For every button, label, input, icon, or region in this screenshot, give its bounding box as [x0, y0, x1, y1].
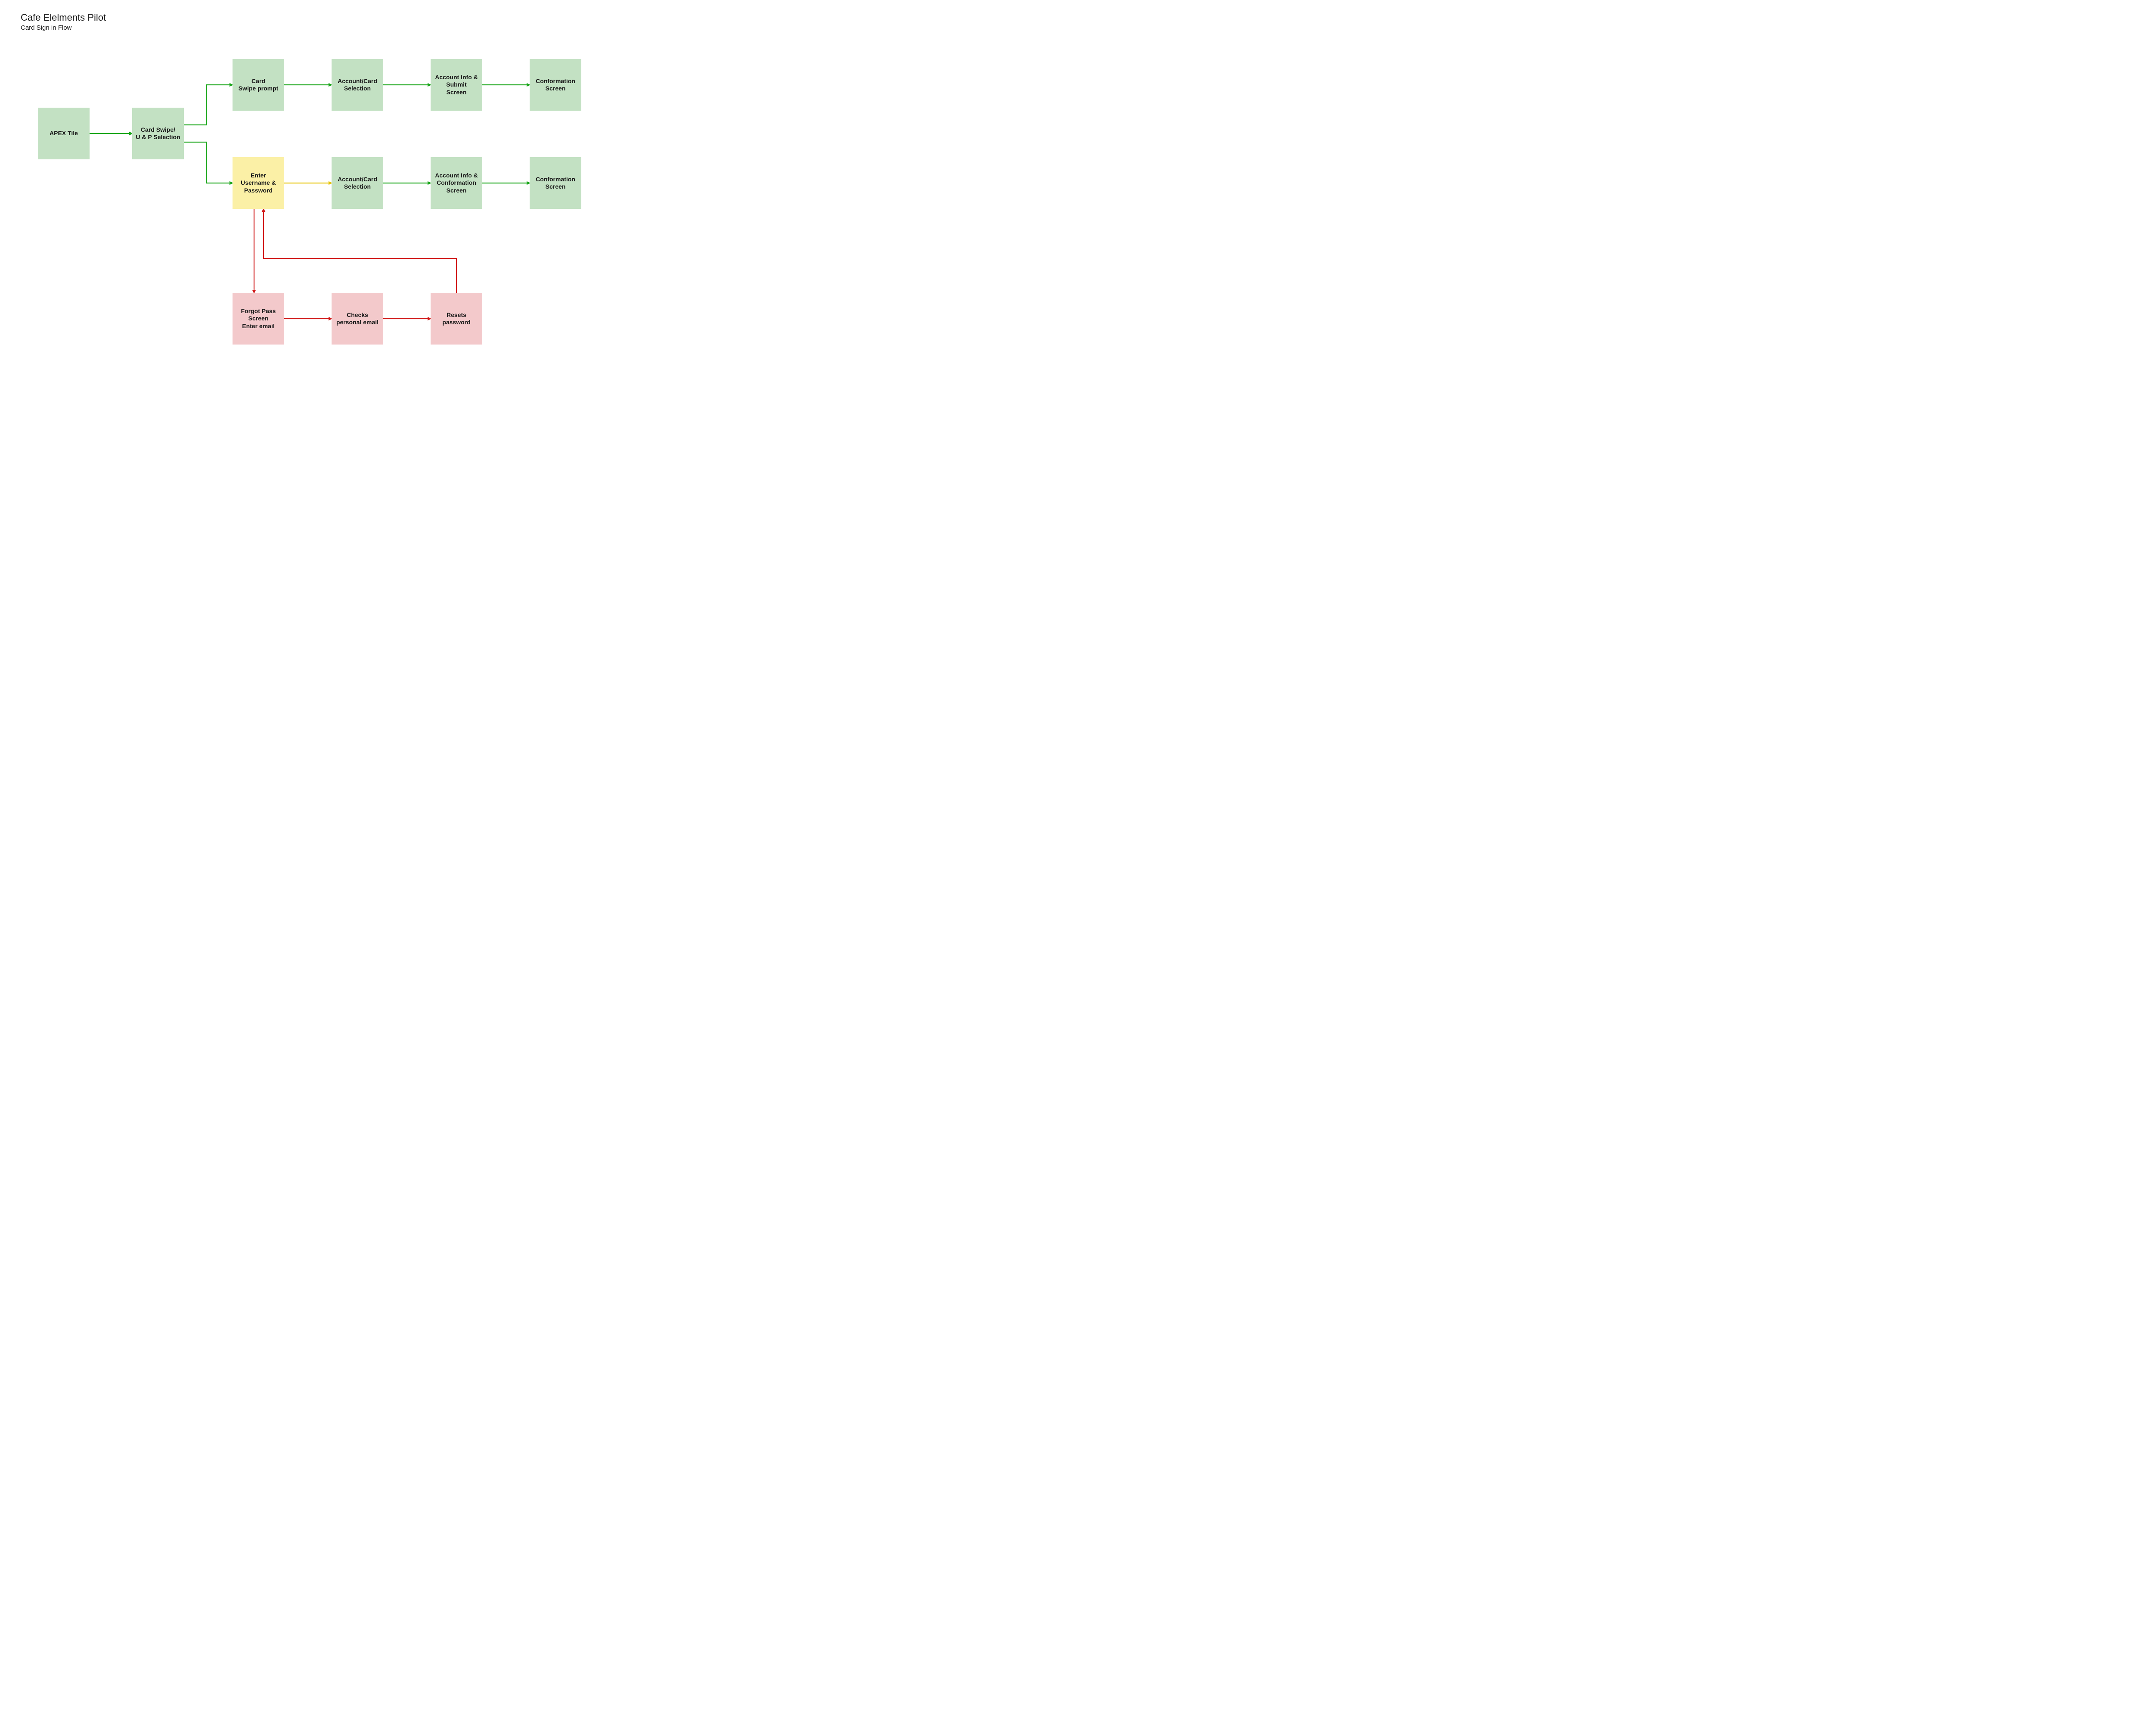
- flowchart-edge-e3: [184, 142, 233, 183]
- flowchart-node-acct_sel_a: Account/CardSelection: [332, 59, 383, 111]
- flowchart-node-enter_up: EnterUsername &Password: [233, 157, 284, 209]
- flowchart-canvas: Cafe Elelments Pilot Card Sign in Flow A…: [0, 0, 673, 413]
- flowchart-node-forgot: Forgot PassScreenEnter email: [233, 293, 284, 345]
- flowchart-node-acct_sel_b: Account/CardSelection: [332, 157, 383, 209]
- flowchart-node-acct_info_a: Account Info &SubmitScreen: [431, 59, 482, 111]
- flowchart-node-conf_a: ConformationScreen: [530, 59, 581, 111]
- flowchart-edge-e2: [184, 85, 233, 125]
- flowchart-edge-e13: [264, 209, 456, 293]
- flowchart-node-swipe_prompt: CardSwipe prompt: [233, 59, 284, 111]
- page-subtitle: Card Sign in Flow: [21, 24, 71, 31]
- flowchart-node-swipe_sel: Card Swipe/U & P Selection: [132, 108, 184, 159]
- flowchart-node-apex: APEX Tile: [38, 108, 90, 159]
- flowchart-node-resets: Resetspassword: [431, 293, 482, 345]
- flowchart-node-checks: Checkspersonal email: [332, 293, 383, 345]
- flowchart-node-acct_info_b: Account Info &ConformationScreen: [431, 157, 482, 209]
- page-title: Cafe Elelments Pilot: [21, 12, 106, 23]
- flowchart-node-conf_b: ConformationScreen: [530, 157, 581, 209]
